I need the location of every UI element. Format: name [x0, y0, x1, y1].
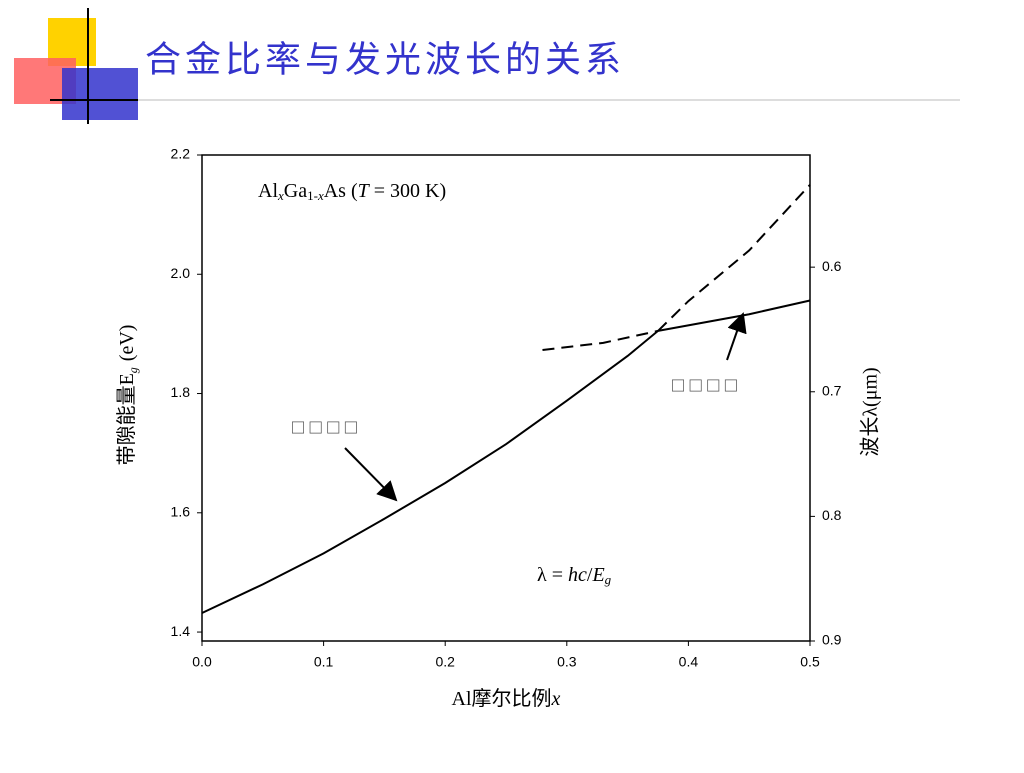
annotation-part: hc	[568, 564, 587, 586]
x-axis-label-part: x	[551, 688, 561, 710]
y2-axis-label: 波长λ(μm)	[859, 367, 882, 456]
y-tick-label: 2.0	[171, 265, 191, 281]
y-axis-label-part: 带隙能量E	[115, 373, 138, 465]
annotation-part: As (	[324, 180, 358, 202]
x-axis-label-part: Al摩尔比例	[452, 687, 552, 710]
annotation-part: = 300 K)	[369, 180, 446, 202]
x-tick-label: 0.0	[192, 654, 212, 670]
arrow	[726, 312, 747, 361]
annotation-part: 1-	[307, 188, 318, 203]
annotation: λ = hc/Eg	[537, 564, 612, 587]
deco-blue	[62, 68, 138, 120]
arrow	[344, 447, 398, 502]
x-tick-label: 0.5	[800, 654, 820, 670]
annotation-part: g	[605, 572, 612, 587]
annotation-part: Al	[258, 180, 278, 202]
y-tick-label: 1.6	[171, 503, 191, 519]
annotation-part: T	[358, 180, 371, 202]
plot-frame	[201, 154, 811, 642]
y2-tick-label: 0.9	[822, 632, 842, 648]
y-tick-label: 1.8	[171, 384, 191, 400]
y2-tick-label: 0.6	[822, 258, 842, 274]
annotation-part: Ga	[284, 180, 307, 202]
y-axis-label: 带隙能量Eg (eV)	[115, 325, 140, 466]
curve	[657, 299, 811, 332]
x-axis-label: Al摩尔比例x	[452, 687, 561, 710]
annotation: □ □ □ □	[672, 374, 737, 396]
chart: AlxGa1-xAs (T = 300 K) λ = hc/Eg □ □ □ □…	[115, 146, 882, 710]
y-tick-label: 1.4	[171, 623, 191, 639]
curve	[201, 330, 659, 614]
y-axis-label-part: g	[126, 367, 140, 373]
annotation: □ □ □ □	[292, 416, 357, 438]
annotation-part: λ =	[537, 564, 568, 586]
curve	[542, 329, 659, 351]
y2-tick-label: 0.7	[822, 382, 842, 398]
curve	[657, 184, 811, 332]
annotation-part: x	[277, 188, 284, 203]
x-tick-label: 0.4	[679, 654, 699, 670]
annotation-part: /	[587, 564, 593, 586]
y-tick-label: 2.2	[171, 146, 191, 162]
x-tick-label: 0.1	[314, 654, 334, 670]
x-tick-label: 0.2	[435, 654, 455, 670]
y-axis-label-part: (eV)	[116, 325, 138, 362]
x-tick-label: 0.3	[557, 654, 577, 670]
slide-title: 合金比率与发光波长的关系	[145, 39, 625, 80]
annotation-part: x	[317, 188, 324, 203]
y2-tick-label: 0.8	[822, 507, 842, 523]
annotation: AlxGa1-xAs (T = 300 K)	[258, 180, 446, 203]
annotation-part: E	[591, 564, 604, 586]
